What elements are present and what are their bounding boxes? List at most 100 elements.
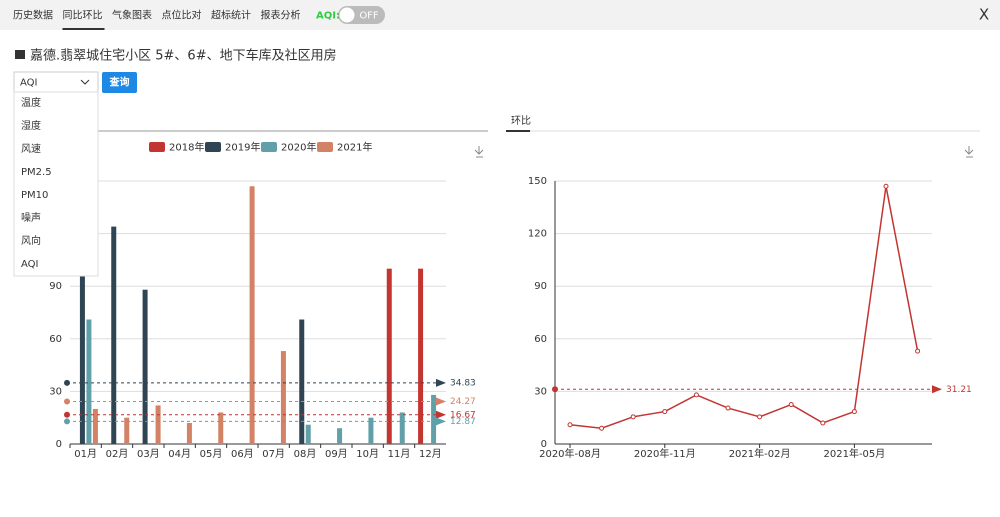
- legend-label: 2020年: [281, 141, 316, 154]
- dropdown-option[interactable]: 噪声: [21, 211, 41, 224]
- dropdown-option[interactable]: AQI: [21, 259, 39, 270]
- point: [693, 392, 699, 398]
- average-dot: [64, 418, 70, 425]
- average-arrow: [436, 397, 446, 406]
- y-tick-label: 150: [528, 176, 547, 187]
- toggle-knob: [339, 7, 355, 23]
- nav-tab[interactable]: 历史数据: [13, 9, 53, 22]
- x-tick-label: 02月: [106, 448, 129, 460]
- aqi-label: AQI:: [316, 11, 340, 22]
- chevron: [80, 79, 90, 85]
- y-tick-label: 60: [534, 334, 547, 345]
- bar: [124, 417, 130, 444]
- point: [820, 420, 826, 426]
- y-tick-label: 90: [534, 281, 547, 292]
- point: [630, 414, 636, 420]
- average-dot: [64, 379, 70, 386]
- x-tick-label: 2020年-11月: [634, 447, 696, 460]
- bar: [111, 226, 117, 444]
- average-label: 34.83: [450, 378, 476, 388]
- legend-swatch: [317, 142, 333, 152]
- dropdown-option[interactable]: 温度: [21, 96, 41, 109]
- point: [851, 409, 857, 415]
- average-dot: [64, 398, 70, 405]
- query-button[interactable]: [102, 72, 137, 93]
- x-tick-label: 12月: [419, 448, 442, 460]
- point: [599, 425, 605, 431]
- legend-label: 2018年: [169, 141, 204, 154]
- x-tick-label: 2021年-05月: [824, 447, 886, 460]
- bar: [79, 207, 85, 444]
- bar: [186, 422, 192, 444]
- bar: [386, 268, 392, 444]
- point: [788, 402, 794, 408]
- bar: [142, 289, 148, 444]
- point: [883, 183, 889, 189]
- x-tick-label: 06月: [231, 448, 254, 460]
- point: [757, 414, 763, 420]
- legend-label: 2019年: [225, 141, 260, 154]
- legend-swatch: [149, 142, 165, 152]
- point: [662, 409, 668, 415]
- bar: [431, 394, 437, 444]
- dropdown-option[interactable]: 湿度: [21, 119, 41, 132]
- y-tick-label: 30: [534, 386, 547, 397]
- bar: [368, 417, 374, 444]
- nav-tab[interactable]: 气象图表: [112, 9, 152, 22]
- point: [725, 405, 731, 411]
- point: [915, 348, 921, 354]
- line: [569, 186, 919, 429]
- title-icon: [15, 50, 25, 59]
- toggle-text: OFF: [359, 11, 379, 22]
- close[interactable]: X: [979, 6, 989, 24]
- x-tick-label: 01月: [74, 448, 97, 460]
- legend-label: 2021年: [337, 141, 372, 154]
- nav-tab[interactable]: 同比环比: [63, 10, 103, 22]
- average-arrow: [932, 385, 942, 394]
- nav-tab[interactable]: 点位比对: [162, 9, 202, 22]
- dropdown-option[interactable]: PM10: [21, 190, 48, 201]
- bar: [218, 412, 224, 444]
- dropdown-option[interactable]: PM2.5: [21, 167, 52, 178]
- y-tick-label: 60: [49, 334, 62, 345]
- y-tick-label: 30: [49, 386, 62, 397]
- dropdown-option[interactable]: 风向: [21, 234, 41, 247]
- x-tick-label: 03月: [137, 448, 160, 460]
- bar: [86, 319, 92, 444]
- x-tick-label: 04月: [168, 448, 191, 460]
- x-tick-label: 08月: [294, 448, 317, 460]
- nav-tab[interactable]: 报表分析: [261, 9, 301, 22]
- average-arrow: [436, 378, 446, 387]
- dropdown-option[interactable]: 风速: [21, 143, 41, 155]
- nav-tab[interactable]: 超标统计: [211, 9, 251, 22]
- y-tick-label: 120: [528, 229, 547, 240]
- x-tick-label: 11月: [388, 448, 411, 460]
- y-tick-label: 0: [56, 439, 62, 450]
- download-icon[interactable]: [474, 146, 484, 158]
- tab[interactable]: 环比: [511, 115, 531, 127]
- bar: [418, 268, 424, 444]
- query-button-text: 查询: [109, 76, 130, 89]
- y-tick-label: 0: [541, 439, 547, 450]
- average-dot: [64, 411, 70, 418]
- bar: [92, 408, 98, 444]
- point: [567, 422, 573, 428]
- bar: [399, 412, 405, 444]
- average-label: 12.87: [450, 417, 476, 427]
- title: 嘉德.翡翠城住宅小区 5#、6#、地下车库及社区用房: [30, 48, 337, 64]
- download-icon[interactable]: [964, 146, 974, 158]
- x-tick-label: 2021年-02月: [729, 447, 791, 460]
- dropdown: [13, 91, 99, 277]
- bar: [155, 405, 161, 444]
- nav-bar: [0, 0, 1000, 30]
- x-tick-label: 09月: [325, 448, 348, 460]
- bar: [249, 186, 255, 444]
- average-label: 31.21: [946, 385, 972, 395]
- legend-swatch: [205, 142, 221, 152]
- bar: [337, 428, 343, 444]
- average-label: 16.67: [450, 410, 476, 420]
- x-tick-label: 05月: [200, 448, 223, 460]
- average-dot: [552, 386, 558, 393]
- average-arrow: [436, 410, 446, 419]
